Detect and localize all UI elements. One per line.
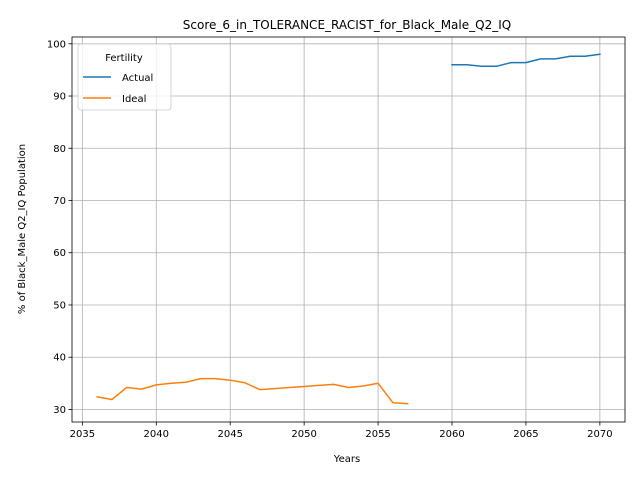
- y-axis-title: % of Black_Male Q2_IQ Population: [17, 144, 28, 314]
- series-line-actual: [451, 53, 601, 68]
- y-tick-label: 30: [53, 405, 66, 416]
- x-axis-title: Years: [333, 454, 360, 465]
- y-tick-label: 50: [53, 300, 66, 311]
- x-tick-label: 2045: [217, 429, 242, 440]
- legend-title: Fertility: [105, 53, 143, 64]
- y-tick-label: 40: [53, 353, 66, 364]
- series-lines: [96, 53, 601, 405]
- plot-frame: [71, 36, 626, 423]
- y-tick-label: 100: [47, 39, 66, 50]
- x-tick-label: 2050: [291, 429, 316, 440]
- x-tick-label: 2060: [439, 429, 464, 440]
- y-tick-label: 80: [53, 144, 66, 155]
- y-axis: 30 40 50 60 70 80 90 100: [47, 39, 72, 416]
- y-tick-label: 60: [53, 248, 66, 259]
- grid: [72, 37, 625, 422]
- x-axis: 2035 2040 2045 2050 2055 2060 2065 2070: [70, 422, 613, 440]
- x-tick-label: 2055: [365, 429, 390, 440]
- x-tick-label: 2070: [587, 429, 612, 440]
- y-tick-label: 90: [53, 92, 66, 103]
- x-tick-label: 2040: [144, 429, 169, 440]
- legend-label-actual: Actual: [122, 73, 153, 84]
- series-line-ideal: [96, 377, 409, 405]
- chart-title: Score_6_in_TOLERANCE_RACIST_for_Black_Ma…: [183, 18, 511, 32]
- legend-label-ideal: Ideal: [122, 94, 146, 105]
- x-tick-label: 2035: [70, 429, 95, 440]
- y-tick-label: 70: [53, 196, 66, 207]
- x-tick-label: 2065: [513, 429, 538, 440]
- legend: Fertility Actual Ideal: [77, 43, 172, 111]
- legend-box: [77, 43, 172, 111]
